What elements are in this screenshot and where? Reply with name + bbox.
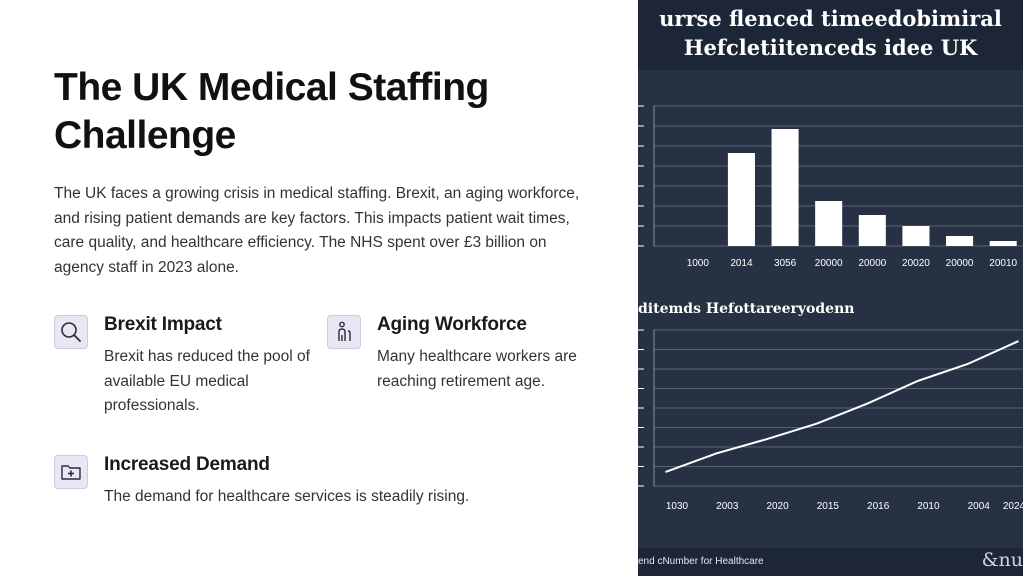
page-title: The UK Medical Staffing Challenge [54, 66, 489, 157]
data-point [966, 363, 969, 365]
feature-description: The demand for healthcare services is st… [104, 488, 470, 505]
x-tick-label: 2010 [917, 501, 940, 512]
x-tick-label: 1030 [666, 501, 689, 512]
feature-title: Aging Workforce [377, 314, 527, 335]
intro-paragraph: The UK faces a growing crisis in medical… [54, 185, 580, 276]
x-tick-label: 2004 [968, 501, 991, 512]
footer-text: end cNumber for Healthcare [638, 556, 764, 567]
data-point [866, 402, 868, 405]
infographic-panel: urrse flenced timeedobimiral Hefcletiite… [638, 0, 1023, 576]
brand-logo: &nu [981, 549, 1023, 571]
data-point [765, 438, 768, 440]
bar [858, 215, 886, 246]
feature-description: Brexit has reduced the pool of available… [104, 348, 310, 414]
bar [771, 129, 799, 246]
line-chart: 1030 2003 2020 2015 2016 2010 2004 2024 [638, 329, 1023, 512]
data-point [665, 471, 667, 473]
x-tick-label: 2024 [1003, 501, 1023, 512]
series-line [665, 340, 1019, 473]
search-icon [54, 315, 88, 349]
x-tick-label: 2014 [730, 258, 753, 269]
bar-chart: 1000 2014 3056 20000 20000 20020 20000 20010 [638, 105, 1023, 269]
feature-title: Increased Demand [104, 454, 270, 475]
infographic-footer: end cNumber for Healthcare &nu [638, 548, 1023, 576]
x-tick-label: 20000 [946, 258, 974, 269]
data-point [916, 380, 919, 382]
x-tick-label: 20000 [815, 258, 843, 269]
bar [815, 201, 843, 246]
data-point [816, 422, 818, 425]
feature-description: Many healthcare workers are reaching ret… [377, 348, 577, 390]
x-tick-label: 20010 [989, 258, 1017, 269]
infographic-title: urrse flenced timeedobimiral Hefcletiite… [659, 6, 1002, 60]
data-point [1017, 340, 1019, 343]
data-point [715, 452, 718, 455]
x-tick-label: 3056 [774, 258, 797, 269]
x-tick-label: 2015 [817, 501, 840, 512]
bar [902, 226, 930, 246]
x-tick-label: 1000 [687, 258, 710, 269]
slide-content: The UK Medical Staffing Challenge The UK… [54, 0, 614, 576]
bar [989, 241, 1017, 246]
elderly-person-icon [327, 315, 361, 349]
x-tick-label: 20000 [858, 258, 886, 269]
x-tick-label: 2020 [766, 501, 789, 512]
infographic-header [638, 0, 1023, 70]
feature-title: Brexit Impact [104, 314, 222, 335]
x-tick-label: 2016 [867, 501, 890, 512]
bar [946, 236, 974, 246]
x-tick-label: 2003 [716, 501, 739, 512]
x-tick-label: 20020 [902, 258, 930, 269]
medical-folder-icon [54, 455, 88, 489]
bar [727, 153, 755, 246]
line-chart-title: ditemds Hefottareeryodenn [638, 301, 855, 317]
